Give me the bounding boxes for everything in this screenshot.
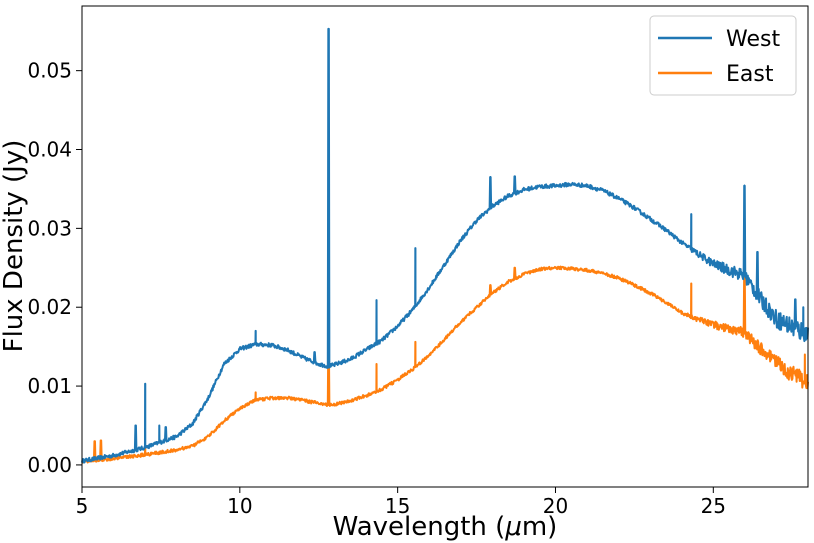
series-west: [81, 27, 809, 464]
legend-label-west: West: [726, 27, 780, 52]
emission-line-peak: [314, 351, 316, 353]
emission-line-peak: [375, 363, 378, 365]
emission-line-peak: [489, 284, 492, 286]
legend-label-east: East: [726, 62, 774, 87]
emission-line-peak: [327, 28, 330, 30]
emission-line-peak: [255, 391, 257, 393]
plot-frame: [81, 5, 809, 488]
emission-line-peak: [94, 440, 96, 442]
y-tick-label: 0.00: [27, 453, 72, 477]
emission-line-peak: [255, 330, 257, 332]
emission-line-peak: [514, 175, 516, 177]
x-tick-label: 15: [385, 494, 410, 518]
y-tick-label: 0.02: [27, 295, 72, 319]
emission-line-peak: [135, 424, 137, 427]
emission-line-peak: [756, 251, 759, 253]
emission-line-peak: [804, 353, 806, 356]
legend: West East: [649, 15, 797, 96]
x-tick-label: 5: [76, 494, 89, 518]
emission-line-peak: [414, 247, 416, 249]
axis-layer: 5 10 15 20 25 0.00 0.01 0.02 0.03 0.04 0.05: [27, 59, 726, 518]
y-tick-label: 0.04: [27, 138, 72, 162]
y-axis-label: Flux Density (Jy): [0, 140, 29, 353]
emission-line-peak: [414, 341, 416, 343]
y-tick-label: 0.05: [27, 59, 72, 83]
series-line-east: [81, 265, 809, 464]
emission-line-peak: [743, 185, 746, 187]
emission-line-peak: [690, 213, 692, 215]
series-layer: [81, 27, 809, 464]
emission-line-peak: [100, 439, 102, 442]
y-tick-label: 0.03: [27, 216, 72, 240]
x-axis-label: Wavelength (μm): [333, 512, 558, 542]
x-tick-label: 25: [701, 494, 726, 518]
emission-line-peak: [165, 426, 167, 428]
emission-line-peak: [144, 383, 146, 385]
x-tick-label: 10: [227, 494, 252, 518]
emission-line-peak: [158, 424, 160, 427]
y-tick-label: 0.01: [27, 374, 72, 398]
emission-line-peak: [802, 306, 804, 308]
emission-line-peak: [375, 299, 378, 301]
emission-line-peak: [740, 271, 742, 273]
emission-line-peak: [690, 282, 692, 285]
emission-line-peak: [794, 298, 796, 300]
legend-frame: [649, 15, 797, 96]
x-tick-label: 20: [543, 494, 568, 518]
emission-line-peak: [489, 176, 492, 178]
emission-line-peak: [514, 267, 516, 269]
